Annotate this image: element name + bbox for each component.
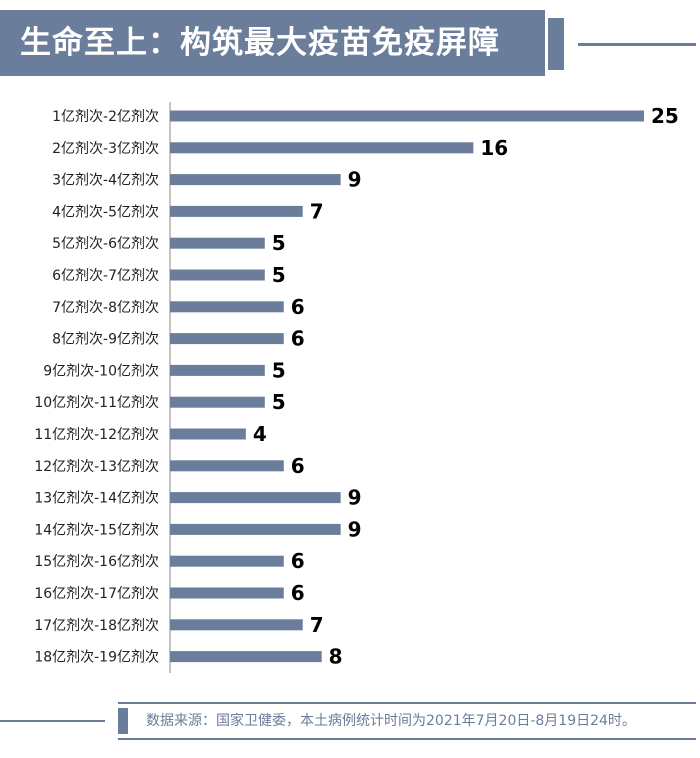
category-label: 9亿剂次-10亿剂次 [43, 363, 159, 379]
category-label: 2亿剂次-3亿剂次 [52, 141, 159, 157]
category-label: 4亿剂次-5亿剂次 [52, 204, 159, 220]
category-label: 12亿剂次-13亿剂次 [34, 459, 159, 475]
bar [170, 428, 246, 440]
value-label: 5 [272, 231, 286, 255]
category-label: 10亿剂次-11亿剂次 [34, 395, 159, 411]
bar [170, 269, 265, 281]
bar-chart: 1亿剂次-2亿剂次 2亿剂次-3亿剂次 3亿剂次-4亿剂次 4亿剂次-5亿剂次 5亿剂次… [34, 102, 679, 673]
value-label: 6 [291, 581, 305, 605]
bar [170, 333, 284, 345]
category-label: 6亿剂次-7亿剂次 [52, 268, 159, 284]
bar [170, 555, 284, 567]
value-label: 7 [310, 199, 324, 223]
category-label: 7亿剂次-8亿剂次 [52, 300, 159, 316]
bar [170, 364, 265, 376]
bar [170, 651, 322, 663]
value-label: 7 [310, 613, 324, 637]
bar [170, 587, 284, 599]
value-label: 9 [348, 517, 362, 541]
value-label: 25 [651, 104, 679, 128]
bar [170, 110, 644, 122]
footer-source-box: 数据来源：国家卫健委，本土病例统计时间为2021年7月20日-8月19日24时。 [118, 702, 696, 740]
bar [170, 205, 303, 217]
bars-group [170, 110, 644, 663]
category-label: 5亿剂次-6亿剂次 [52, 236, 159, 252]
bar [170, 523, 341, 535]
category-label: 14亿剂次-15亿剂次 [34, 522, 159, 538]
value-label: 9 [348, 486, 362, 510]
page-title: 生命至上：构筑最大疫苗免疫屏障 [20, 25, 500, 61]
category-label: 18亿剂次-19亿剂次 [34, 650, 159, 666]
category-label: 1亿剂次-2亿剂次 [52, 109, 159, 125]
value-label: 6 [291, 327, 305, 351]
value-label: 4 [253, 422, 267, 446]
category-label: 8亿剂次-9亿剂次 [52, 332, 159, 348]
value-label: 8 [329, 645, 343, 669]
value-label: 6 [291, 549, 305, 573]
bar [170, 237, 265, 249]
bar [170, 142, 474, 154]
bar [170, 619, 303, 631]
value-label: 9 [348, 168, 362, 192]
footer-left-line [0, 720, 105, 722]
bar [170, 492, 341, 504]
bar [170, 396, 265, 408]
category-label: 16亿剂次-17亿剂次 [34, 586, 159, 602]
footer-tab-decoration [118, 708, 128, 734]
bar [170, 460, 284, 472]
source-note: 数据来源：国家卫健委，本土病例统计时间为2021年7月20日-8月19日24时。 [146, 713, 636, 729]
category-labels-group: 1亿剂次-2亿剂次 2亿剂次-3亿剂次 3亿剂次-4亿剂次 4亿剂次-5亿剂次 5亿剂次… [34, 109, 159, 666]
category-label: 15亿剂次-16亿剂次 [34, 554, 159, 570]
bar [170, 174, 341, 186]
value-label: 16 [480, 136, 508, 160]
title-banner [0, 10, 545, 76]
category-label: 17亿剂次-18亿剂次 [34, 618, 159, 634]
value-label: 5 [272, 263, 286, 287]
value-label: 5 [272, 390, 286, 414]
value-label: 6 [291, 295, 305, 319]
value-label: 6 [291, 454, 305, 478]
bar [170, 301, 284, 313]
value-label: 5 [272, 358, 286, 382]
category-label: 13亿剂次-14亿剂次 [34, 491, 159, 507]
category-label: 3亿剂次-4亿剂次 [52, 173, 159, 189]
category-label: 11亿剂次-12亿剂次 [34, 427, 159, 443]
title-line-decoration [578, 43, 696, 46]
title-tab-decoration [548, 18, 564, 70]
